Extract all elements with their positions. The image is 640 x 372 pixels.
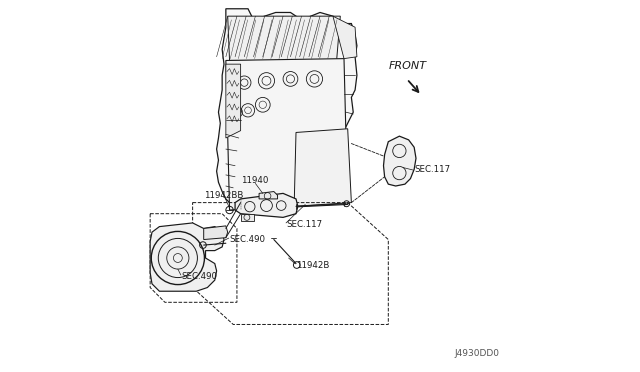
Polygon shape [216, 9, 357, 214]
Polygon shape [204, 226, 228, 240]
Text: J4930DD0: J4930DD0 [454, 349, 499, 358]
Text: 11940: 11940 [241, 176, 268, 185]
Text: 11942BB: 11942BB [204, 191, 243, 200]
Polygon shape [294, 129, 351, 206]
Polygon shape [383, 136, 416, 186]
Text: SEC.490: SEC.490 [230, 235, 266, 244]
Polygon shape [241, 214, 253, 221]
Text: FRONT: FRONT [388, 61, 426, 71]
Text: 11942B: 11942B [296, 261, 330, 270]
Polygon shape [226, 64, 241, 138]
Polygon shape [228, 16, 340, 61]
Polygon shape [235, 193, 298, 217]
Polygon shape [259, 192, 278, 199]
Text: SEC.117: SEC.117 [414, 165, 451, 174]
Text: SEC.490: SEC.490 [182, 272, 218, 281]
Polygon shape [150, 223, 224, 291]
Polygon shape [333, 16, 357, 59]
Text: SEC.117: SEC.117 [287, 220, 323, 229]
Polygon shape [226, 59, 348, 210]
